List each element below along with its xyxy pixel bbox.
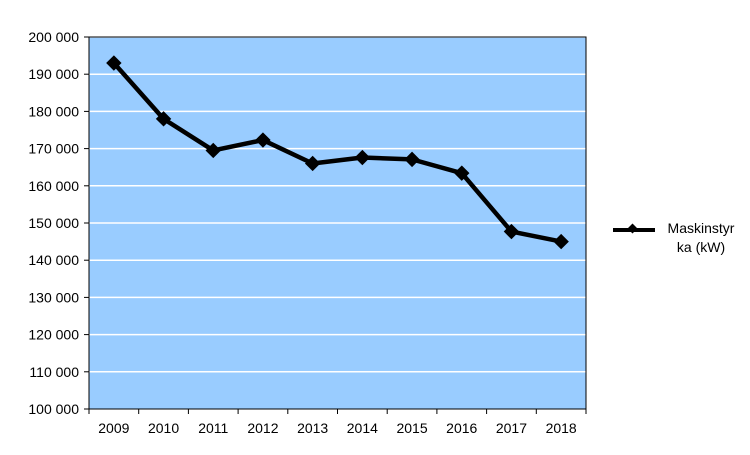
x-tick-label: 2016 (446, 420, 477, 436)
data-point-marker (205, 142, 221, 159)
legend: Maskinstyr ka (kW) (613, 219, 743, 259)
data-point-marker (106, 55, 122, 71)
y-tick-label: 160 000 (28, 178, 79, 194)
y-tick-label: 100 000 (28, 401, 79, 417)
x-tick-label: 2012 (247, 420, 278, 436)
data-point-marker (255, 132, 271, 148)
y-tick-label: 170 000 (28, 141, 79, 157)
y-tick-label: 120 000 (28, 327, 79, 343)
y-tick-label: 150 000 (28, 215, 79, 231)
x-tick-label: 2009 (98, 420, 129, 436)
axes (84, 36, 587, 414)
x-tick-label: 2013 (297, 420, 328, 436)
x-tick-labels: 2009 2010 2011 2012 2013 2014 2015 2016 2017 2018 (98, 420, 577, 436)
data-point-marker (553, 233, 569, 250)
legend-label-line-2: ka (kW) (676, 239, 726, 255)
data-point-marker (354, 149, 371, 166)
y-tick-label: 180 000 (28, 103, 79, 119)
data-point-marker (155, 111, 172, 127)
x-tick-label: 2015 (396, 420, 427, 436)
legend-label: Maskinstyr ka (kW) (659, 219, 743, 257)
series-line (112, 61, 562, 244)
data-point-marker (454, 165, 470, 181)
legend-label-line-1: Maskinstyr (667, 220, 735, 236)
data-point-marker (304, 155, 321, 172)
series (106, 55, 569, 250)
y-tick-label: 130 000 (28, 289, 79, 305)
y-tick-label: 140 000 (28, 252, 79, 268)
y-tick-label: 200 000 (28, 29, 79, 45)
x-tick-label: 2018 (546, 420, 577, 436)
data-point-marker (503, 223, 520, 240)
x-tick-label: 2011 (198, 420, 228, 436)
x-tick-label: 2014 (347, 420, 378, 436)
x-tick-label: 2017 (496, 420, 527, 436)
y-tick-label: 110 000 (29, 364, 79, 380)
y-tick-labels: 100 000 110 000 120 000 130 000 140 000 150 0… (28, 29, 79, 417)
data-point-marker (404, 151, 420, 168)
y-tick-label: 190 000 (28, 66, 79, 82)
x-tick-label: 2010 (148, 420, 179, 436)
